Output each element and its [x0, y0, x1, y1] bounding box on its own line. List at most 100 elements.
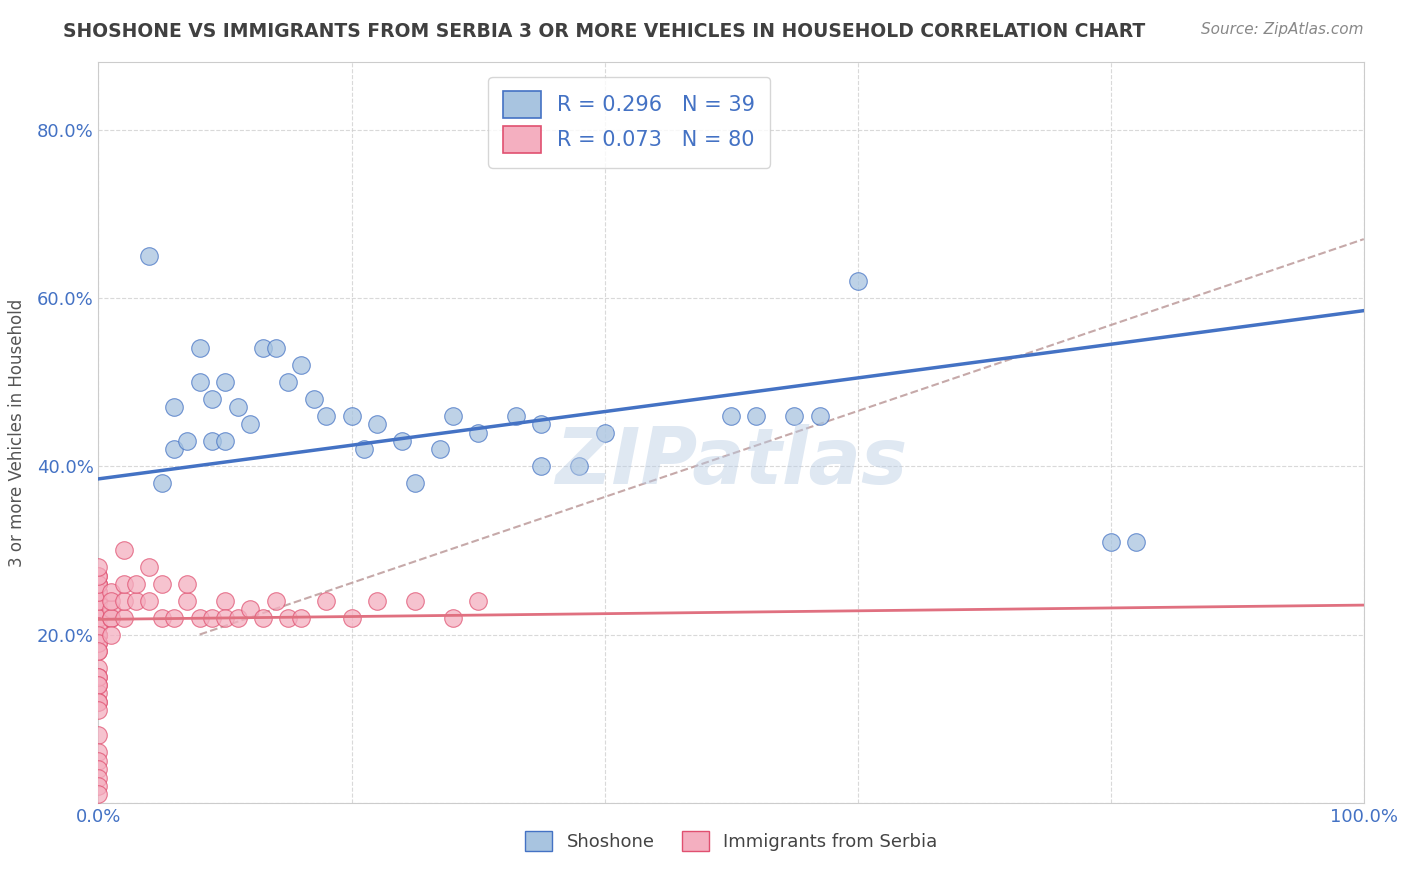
Point	[100, 627, 122, 641]
Point	[87, 762, 110, 776]
Point	[404, 594, 426, 608]
Point	[87, 729, 110, 743]
Point	[214, 375, 236, 389]
Point	[87, 644, 110, 658]
Point	[353, 442, 375, 457]
Point	[163, 442, 186, 457]
Point	[87, 577, 110, 591]
Point	[290, 610, 312, 624]
Point	[441, 409, 464, 423]
Point	[87, 619, 110, 633]
Point	[1099, 535, 1122, 549]
Point	[87, 636, 110, 650]
Point	[87, 602, 110, 616]
Point	[100, 585, 122, 599]
Point	[163, 401, 186, 415]
Point	[214, 610, 236, 624]
Point	[226, 401, 249, 415]
Point	[87, 610, 110, 624]
Point	[239, 417, 262, 432]
Text: ZIPatlas: ZIPatlas	[555, 425, 907, 500]
Text: SHOSHONE VS IMMIGRANTS FROM SERBIA 3 OR MORE VEHICLES IN HOUSEHOLD CORRELATION C: SHOSHONE VS IMMIGRANTS FROM SERBIA 3 OR …	[63, 22, 1146, 41]
Point	[87, 610, 110, 624]
Point	[429, 442, 451, 457]
Point	[404, 476, 426, 491]
Point	[87, 695, 110, 709]
Point	[745, 409, 768, 423]
Point	[100, 610, 122, 624]
Point	[264, 594, 287, 608]
Point	[340, 409, 363, 423]
Point	[214, 594, 236, 608]
Point	[467, 594, 489, 608]
Point	[87, 594, 110, 608]
Point	[467, 425, 489, 440]
Point	[315, 409, 337, 423]
Point	[87, 678, 110, 692]
Point	[366, 417, 388, 432]
Point	[505, 409, 527, 423]
Point	[125, 594, 148, 608]
Y-axis label: 3 or more Vehicles in Household: 3 or more Vehicles in Household	[7, 299, 25, 566]
Point	[226, 610, 249, 624]
Point	[302, 392, 325, 406]
Point	[87, 619, 110, 633]
Point	[87, 602, 110, 616]
Point	[87, 577, 110, 591]
Point	[783, 409, 806, 423]
Point	[100, 610, 122, 624]
Point	[846, 274, 869, 288]
Point	[568, 459, 591, 474]
Point	[100, 602, 122, 616]
Point	[277, 610, 299, 624]
Point	[87, 703, 110, 717]
Point	[87, 627, 110, 641]
Point	[112, 543, 135, 558]
Point	[87, 594, 110, 608]
Point	[201, 434, 224, 448]
Point	[87, 670, 110, 684]
Point	[138, 560, 160, 574]
Point	[150, 577, 173, 591]
Point	[340, 610, 363, 624]
Point	[87, 661, 110, 675]
Point	[201, 610, 224, 624]
Point	[87, 779, 110, 793]
Point	[87, 585, 110, 599]
Point	[593, 425, 616, 440]
Point	[252, 610, 274, 624]
Point	[87, 686, 110, 700]
Point	[252, 342, 274, 356]
Point	[112, 577, 135, 591]
Point	[150, 476, 173, 491]
Point	[808, 409, 831, 423]
Point	[441, 610, 464, 624]
Point	[112, 594, 135, 608]
Point	[87, 585, 110, 599]
Point	[87, 602, 110, 616]
Point	[391, 434, 413, 448]
Point	[87, 627, 110, 641]
Point	[87, 788, 110, 802]
Point	[1125, 535, 1147, 549]
Point	[264, 342, 287, 356]
Point	[201, 392, 224, 406]
Point	[188, 342, 211, 356]
Point	[87, 627, 110, 641]
Point	[138, 249, 160, 263]
Point	[530, 417, 553, 432]
Point	[176, 594, 198, 608]
Point	[530, 459, 553, 474]
Point	[87, 695, 110, 709]
Point	[239, 602, 262, 616]
Text: Source: ZipAtlas.com: Source: ZipAtlas.com	[1201, 22, 1364, 37]
Point	[87, 577, 110, 591]
Point	[163, 610, 186, 624]
Point	[188, 610, 211, 624]
Point	[87, 745, 110, 759]
Point	[188, 375, 211, 389]
Point	[125, 577, 148, 591]
Point	[87, 610, 110, 624]
Point	[214, 434, 236, 448]
Point	[87, 754, 110, 768]
